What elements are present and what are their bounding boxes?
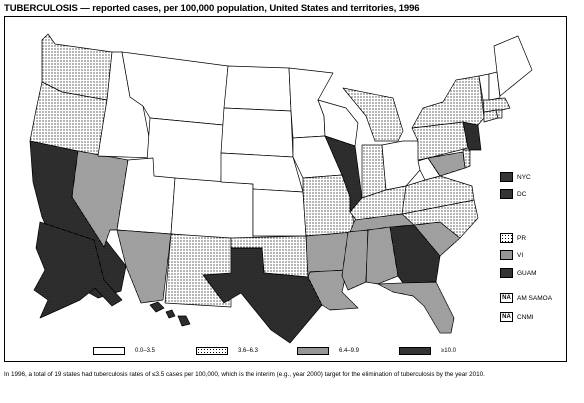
legend-item: 6.4–9.9 [297,347,359,355]
state-oh [381,140,421,191]
state-co [170,177,254,242]
state-ks [252,188,307,237]
state-ms [341,229,369,291]
territory-label: NYC [517,173,531,181]
state-ny [411,75,485,129]
territory-am-samoa: NA AM SAMOA [500,293,552,303]
territory-vi: VI [500,250,523,260]
state-nh [488,71,501,101]
territory-swatch [500,233,513,243]
territory-label: VI [517,251,524,259]
territory-swatch [500,268,513,278]
legend-swatch [93,347,125,355]
state-mi [342,87,404,142]
legend-label: ≥10.0 [441,348,456,354]
state-az [116,229,172,304]
territory-pr: PR [500,233,526,243]
territory-cnmi: NA CNMI [500,312,534,322]
territory-swatch [500,189,513,199]
legend-swatch [196,347,228,355]
territory-label: DC [517,190,527,198]
territory-label: AM SAMOA [517,294,553,302]
legend-swatch [297,347,329,355]
territory-label: PR [517,234,527,242]
legend-item: ≥10.0 [399,347,456,355]
state-nd [223,65,292,112]
map-frame [4,16,567,362]
state-sd [220,107,294,158]
footnote: In 1996, a total of 19 states had tuberc… [4,371,485,378]
state-hi [149,301,191,327]
map-title: TUBERCULOSIS — reported cases, per 100,0… [4,3,420,14]
state-de [462,149,471,169]
territory-swatch [500,250,513,260]
legend-label: 0.0–3.5 [135,348,156,354]
legend-item: 3.6–6.3 [196,347,258,355]
territory-swatch: NA [500,293,513,303]
legend-label: 3.6–6.3 [238,348,259,354]
territory-swatch: NA [500,312,513,322]
territory-swatch [500,172,513,182]
territory-dc: DC [500,189,526,199]
territory-nyc: NYC [500,172,531,182]
state-ma [482,97,511,113]
legend-label: 6.4–9.9 [339,348,360,354]
legend-item: 0.0–3.5 [93,347,155,355]
state-al [365,226,399,285]
state-tx [202,247,323,344]
state-fl [377,281,455,334]
territory-label: GUAM [517,269,537,277]
territory-guam: GUAM [500,268,537,278]
territory-label: CNMI [517,313,534,321]
state-wy [145,117,224,183]
state-me [493,35,533,97]
state-ak [33,221,123,319]
legend-swatch [399,347,431,355]
